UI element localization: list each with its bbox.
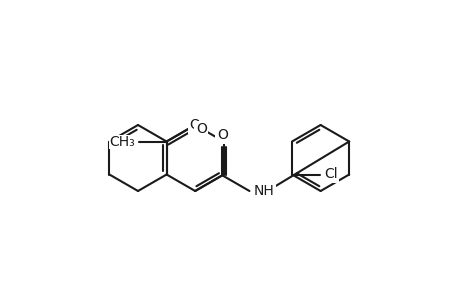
Text: NH: NH [253,184,274,198]
Text: Cl: Cl [324,167,337,182]
Text: O: O [216,128,227,142]
Text: O: O [189,118,200,132]
Text: O: O [196,122,206,136]
Text: CH₃: CH₃ [108,134,134,148]
